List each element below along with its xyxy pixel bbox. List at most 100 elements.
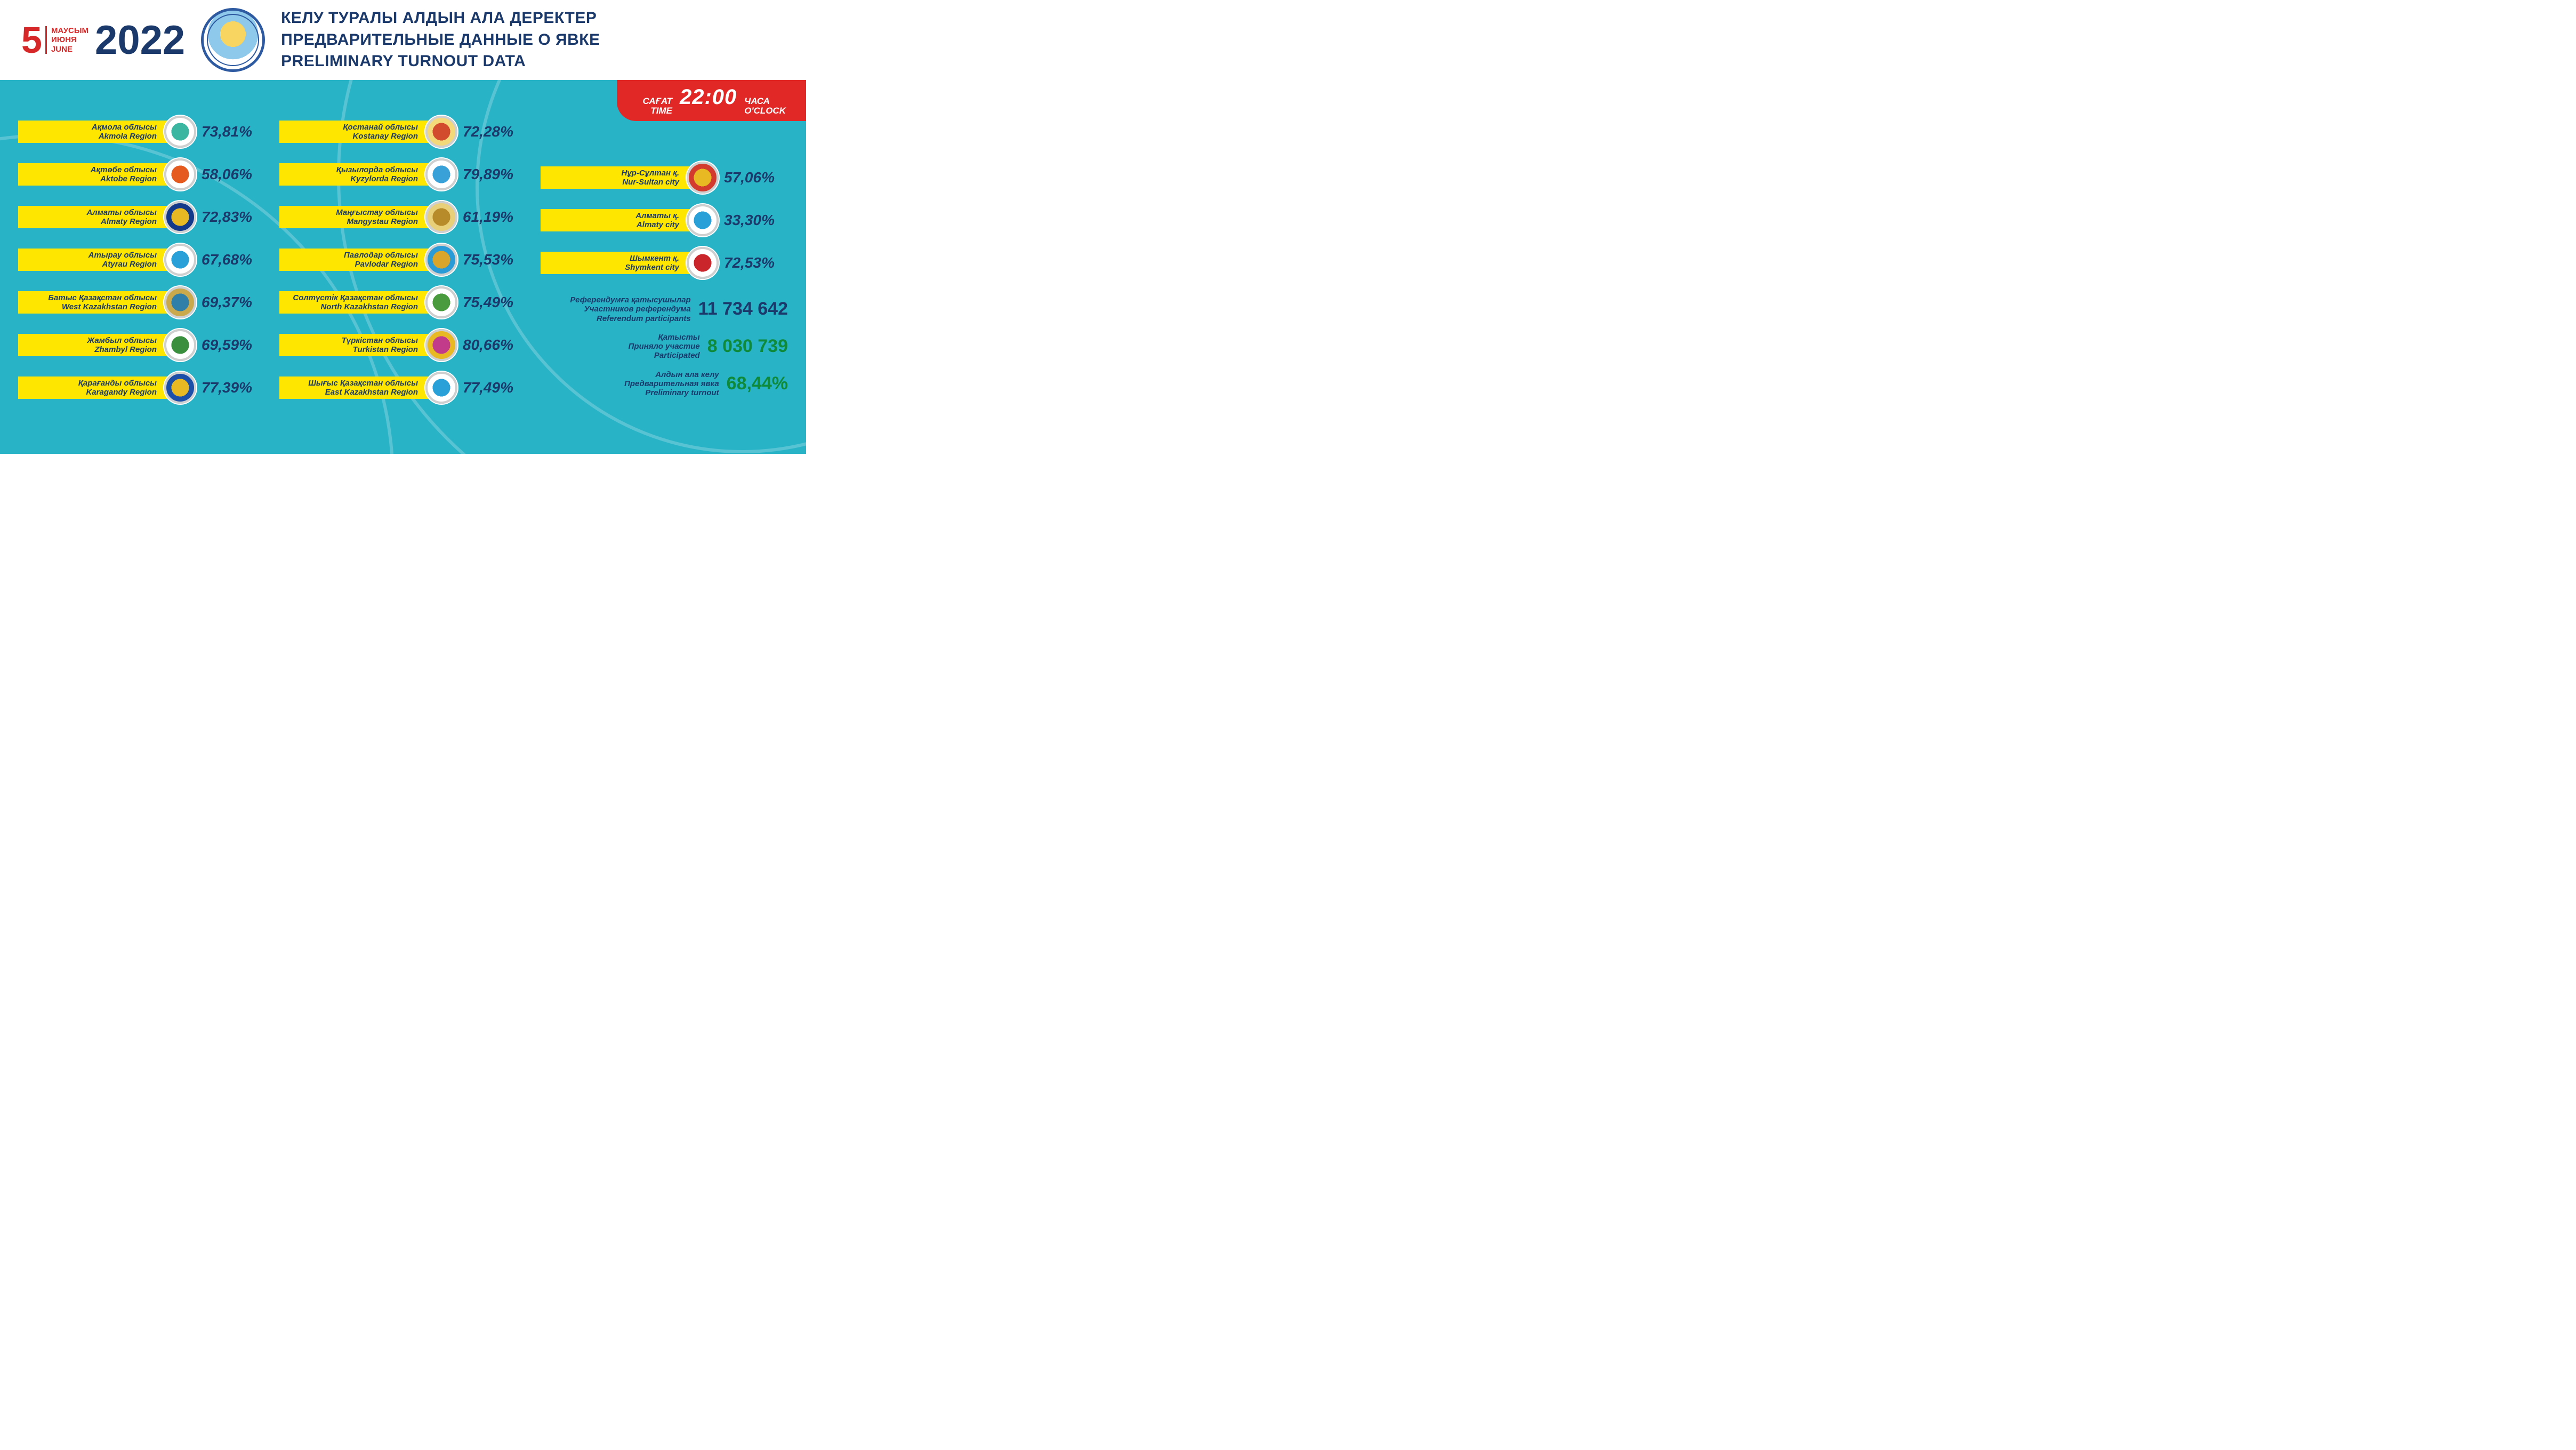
region-name-kk: Маңғыстау облысы (336, 208, 418, 217)
region-row: Жамбыл облысыZhambyl Region 69,59% (18, 331, 265, 359)
region-emblem-icon (164, 244, 196, 276)
region-emblem-icon (164, 201, 196, 233)
header: 5 МАУСЫМ ИЮНЯ JUNE 2022 КЕЛУ ТУРАЛЫ АЛДЫ… (0, 0, 806, 80)
region-name-kk: Ақтөбе облысы (91, 165, 157, 174)
region-emblem-icon (425, 329, 457, 361)
region-row: Қостанай облысыKostanay Region 72,28% (279, 117, 527, 146)
region-name-en: Nur-Sultan city (622, 178, 679, 187)
region-name-en: Karagandy Region (86, 388, 157, 397)
region-name-en: Kostanay Region (352, 132, 418, 141)
time-value: 22:00 (680, 85, 737, 109)
region-name-en: Akmola Region (99, 132, 157, 141)
region-emblem-icon (164, 286, 196, 318)
date-months: МАУСЫМ ИЮНЯ JUNE (45, 26, 88, 54)
region-row: Солтүстік Қазақстан облысыNorth Kazakhst… (279, 288, 527, 317)
region-emblem-icon (164, 116, 196, 148)
region-row: Алматы қ.Almaty city33,30% (541, 206, 788, 235)
titles: КЕЛУ ТУРАЛЫ АЛДЫН АЛА ДЕРЕКТЕР ПРЕДВАРИТ… (281, 7, 600, 73)
region-label: Шымкент қ.Shymkent city (541, 252, 703, 274)
region-percentage: 69,59% (202, 337, 265, 354)
region-percentage: 61,19% (463, 209, 527, 226)
region-column-1: Ақмола облысыAkmola Region73,81% Ақтөбе о… (18, 117, 265, 444)
region-percentage: 67,68% (202, 251, 265, 268)
region-label: Маңғыстау облысыMangystau Region (279, 206, 441, 228)
region-percentage: 69,37% (202, 294, 265, 311)
region-name-en: Almaty city (637, 220, 679, 229)
summary-value: 11 734 642 (698, 299, 788, 319)
date-block: 5 МАУСЫМ ИЮНЯ JUNE 2022 (21, 17, 185, 63)
region-emblem-icon (425, 201, 457, 233)
region-name-kk: Алматы облысы (87, 208, 157, 217)
region-label: Шығыс Қазақстан облысыEast Kazakhstan Re… (279, 376, 441, 399)
region-percentage: 80,66% (463, 337, 527, 354)
region-name-en: Shymkent city (625, 263, 679, 272)
region-percentage: 75,53% (463, 251, 527, 268)
summary-label: ҚатыстыПриняло участиеParticipated (541, 333, 700, 361)
region-name-kk: Батыс Қазақстан облысы (48, 293, 157, 302)
region-name-en: Aktobe Region (100, 174, 157, 183)
region-emblem-icon (425, 286, 457, 318)
summary-value: 68,44% (727, 373, 788, 394)
summary-label: Референдумға қатысушыларУчастников рефер… (541, 295, 691, 323)
region-row: Атырау облысыAtyrau Region 67,68% (18, 245, 265, 274)
time-label-right: ЧАСА O'CLOCK (744, 97, 786, 116)
commission-seal-icon (201, 8, 265, 72)
region-row: Ақмола облысыAkmola Region73,81% (18, 117, 265, 146)
region-label: Атырау облысыAtyrau Region (18, 249, 180, 271)
region-row: Шымкент қ.Shymkent city 72,53% (541, 249, 788, 277)
region-name-kk: Қостанай облысы (343, 123, 418, 132)
columns: Ақмола облысыAkmola Region73,81% Ақтөбе о… (0, 80, 806, 454)
region-emblem-icon (164, 372, 196, 404)
region-emblem-icon (164, 158, 196, 190)
region-name-kk: Шымкент қ. (630, 254, 679, 263)
region-name-kk: Нұр-Сұлтан қ. (621, 169, 679, 178)
region-name-kk: Атырау облысы (88, 251, 157, 260)
region-column-2: Қостанай облысыKostanay Region 72,28% Қызы… (279, 117, 527, 444)
title-ru: ПРЕДВАРИТЕЛЬНЫЕ ДАННЫЕ О ЯВКЕ (281, 29, 600, 51)
month-ru: ИЮНЯ (51, 35, 88, 44)
region-row: Ақтөбе облысыAktobe Region58,06% (18, 160, 265, 189)
summary: Референдумға қатысушыларУчастников рефер… (541, 295, 788, 397)
time-ru: ЧАСА (744, 97, 786, 106)
region-name-en: Zhambyl Region (94, 345, 157, 354)
region-label: Қызылорда облысыKyzylorda Region (279, 163, 441, 186)
region-emblem-icon (425, 158, 457, 190)
region-name-en: East Kazakhstan Region (325, 388, 418, 397)
region-emblem-icon (164, 329, 196, 361)
region-label: Ақтөбе облысыAktobe Region (18, 163, 180, 186)
region-percentage: 72,28% (463, 123, 527, 140)
region-label: Батыс Қазақстан облысыWest Kazakhstan Re… (18, 291, 180, 314)
region-percentage: 72,83% (202, 209, 265, 226)
time-badge: САҒАТ TIME 22:00 ЧАСА O'CLOCK (617, 80, 806, 121)
region-emblem-icon (687, 247, 719, 279)
region-percentage: 77,49% (463, 379, 527, 396)
summary-row: Алдын ала келуПредварительная явкаPrelim… (541, 370, 788, 398)
time-en: TIME (642, 106, 672, 116)
region-name-kk: Қызылорда облысы (336, 165, 418, 174)
summary-value: 8 030 739 (707, 336, 788, 357)
region-emblem-icon (687, 162, 719, 194)
region-emblem-icon (425, 244, 457, 276)
region-name-en: West Kazakhstan Region (62, 302, 157, 311)
region-row: Алматы облысыAlmaty Region72,83% (18, 203, 265, 231)
region-row: Батыс Қазақстан облысыWest Kazakhstan Re… (18, 288, 265, 317)
summary-row: Референдумға қатысушыларУчастников рефер… (541, 295, 788, 323)
page: 5 МАУСЫМ ИЮНЯ JUNE 2022 КЕЛУ ТУРАЛЫ АЛДЫ… (0, 0, 806, 454)
region-name-kk: Ақмола облысы (92, 123, 157, 132)
region-name-kk: Жамбыл облысы (87, 336, 157, 345)
region-row: Нұр-Сұлтан қ.Nur-Sultan city57,06% (541, 163, 788, 192)
region-name-en: North Kazakhstan Region (320, 302, 418, 311)
region-row: Шығыс Қазақстан облысыEast Kazakhstan Re… (279, 373, 527, 402)
region-row: Маңғыстау облысыMangystau Region 61,19% (279, 203, 527, 231)
region-name-en: Turkistan Region (353, 345, 418, 354)
month-en: JUNE (51, 45, 88, 54)
title-kk: КЕЛУ ТУРАЛЫ АЛДЫН АЛА ДЕРЕКТЕР (281, 7, 600, 29)
region-name-en: Pavlodar Region (355, 260, 418, 269)
date-year: 2022 (95, 17, 185, 63)
region-percentage: 72,53% (724, 254, 788, 271)
time-kk: САҒАТ (642, 97, 672, 106)
time-en2: O'CLOCK (744, 106, 786, 116)
time-label-left: САҒАТ TIME (642, 97, 672, 116)
region-row: Қызылорда облысыKyzylorda Region79,89% (279, 160, 527, 189)
region-label: Түркістан облысыTurkistan Region (279, 334, 441, 356)
